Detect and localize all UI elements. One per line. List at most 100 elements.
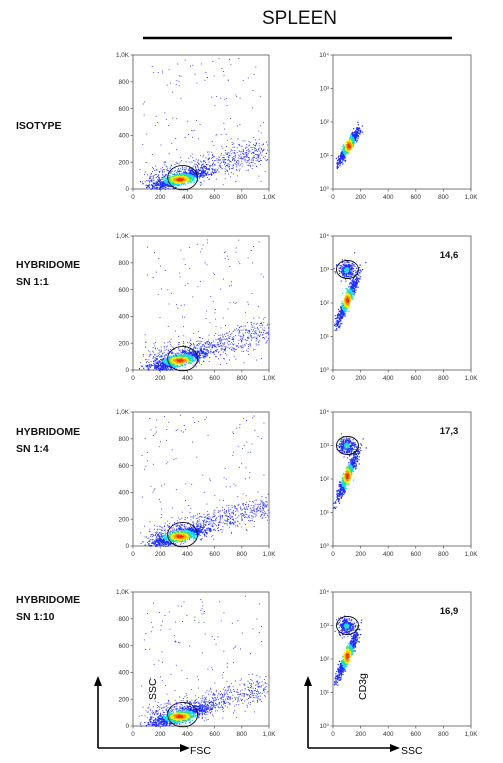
event-dot xyxy=(205,318,207,320)
event-dot xyxy=(189,352,191,354)
event-dot xyxy=(247,161,249,163)
event-dot xyxy=(208,352,210,354)
event-dot xyxy=(174,167,176,169)
event-dot xyxy=(358,132,360,135)
event-dot xyxy=(244,328,246,330)
event-dot xyxy=(160,188,162,190)
event-dot xyxy=(352,294,354,296)
event-dot xyxy=(217,338,219,340)
event-dot xyxy=(186,175,188,177)
event-dot xyxy=(346,304,349,307)
event-dot xyxy=(182,171,184,173)
event-dot xyxy=(174,179,177,181)
event-dot xyxy=(146,365,148,368)
event-dot xyxy=(340,307,342,309)
event-dot xyxy=(173,364,175,366)
event-dot xyxy=(227,337,229,339)
event-dot xyxy=(260,273,262,275)
event-dot xyxy=(144,359,146,361)
event-dot xyxy=(224,178,226,180)
event-dot xyxy=(225,347,227,349)
event-dot xyxy=(197,286,199,288)
event-dot xyxy=(357,135,359,137)
event-dot xyxy=(347,302,349,304)
event-dot xyxy=(213,155,214,157)
event-dot xyxy=(198,176,201,178)
event-dot xyxy=(340,158,342,160)
event-dot xyxy=(217,169,219,171)
fsc-ssc-plot-1-y-tick-label: 0 xyxy=(125,367,129,374)
fsc-ssc-plot-1-frame xyxy=(132,235,270,371)
event-dot xyxy=(348,144,351,146)
event-dot xyxy=(176,365,178,367)
event-dot xyxy=(222,345,224,347)
event-dot xyxy=(152,347,154,348)
event-dot xyxy=(170,171,172,173)
event-dot xyxy=(182,362,185,364)
event-dot xyxy=(219,341,221,343)
event-dot xyxy=(200,251,202,253)
event-dot xyxy=(235,358,237,360)
event-dot xyxy=(164,363,166,365)
event-dot xyxy=(342,150,344,153)
event-dot xyxy=(225,325,226,327)
event-dot xyxy=(218,171,220,173)
event-dot xyxy=(168,360,171,362)
event-dot xyxy=(266,159,268,161)
event-dot xyxy=(177,356,180,358)
event-dot xyxy=(167,179,170,181)
event-dot xyxy=(246,150,248,152)
event-dot xyxy=(206,341,208,343)
event-dot xyxy=(194,347,196,349)
event-dot xyxy=(179,355,181,357)
event-dot xyxy=(256,328,258,330)
event-dot xyxy=(356,279,358,281)
event-dot xyxy=(218,334,220,336)
ssc-cd3g-plot-0-x-tick-label: 600 xyxy=(411,194,422,201)
event-dot xyxy=(149,175,151,177)
event-dot xyxy=(209,342,210,344)
event-dot xyxy=(176,184,178,186)
event-dot xyxy=(159,364,162,366)
event-dot xyxy=(232,167,234,169)
event-dot xyxy=(170,359,172,361)
event-dot xyxy=(180,181,182,183)
event-dot xyxy=(242,165,244,167)
event-dot xyxy=(242,80,244,82)
event-dot xyxy=(154,354,156,356)
event-dot xyxy=(344,148,346,150)
event-dot xyxy=(190,351,192,353)
event-dot xyxy=(185,360,187,362)
event-dot xyxy=(193,359,194,361)
event-dot xyxy=(222,335,224,337)
event-dot xyxy=(226,338,227,340)
event-dot xyxy=(197,159,199,161)
event-dot xyxy=(189,348,191,350)
event-dot xyxy=(164,175,166,177)
event-dot xyxy=(191,343,193,345)
event-dot xyxy=(247,337,249,339)
event-dot xyxy=(211,171,213,173)
event-dot xyxy=(238,161,240,163)
event-dot xyxy=(350,298,352,300)
event-dot xyxy=(179,350,181,352)
ssc-cd3g-events-0 xyxy=(335,121,364,170)
event-dot xyxy=(239,170,240,172)
event-dot xyxy=(242,334,244,336)
event-dot xyxy=(157,347,159,349)
event-dot xyxy=(145,162,147,164)
event-dot xyxy=(190,361,192,364)
event-dot xyxy=(154,360,156,362)
event-dot xyxy=(217,162,219,164)
event-dot xyxy=(158,366,160,368)
event-dot xyxy=(209,343,211,345)
event-dot xyxy=(343,150,345,152)
event-dot xyxy=(160,362,162,364)
event-dot xyxy=(195,176,198,178)
ssc-cd3g-plot-1-y-tick-label: 10³ xyxy=(320,267,329,274)
event-dot xyxy=(336,161,338,163)
event-dot xyxy=(355,137,357,139)
event-dot xyxy=(172,183,174,185)
event-dot xyxy=(161,358,163,360)
event-dot xyxy=(335,272,337,274)
